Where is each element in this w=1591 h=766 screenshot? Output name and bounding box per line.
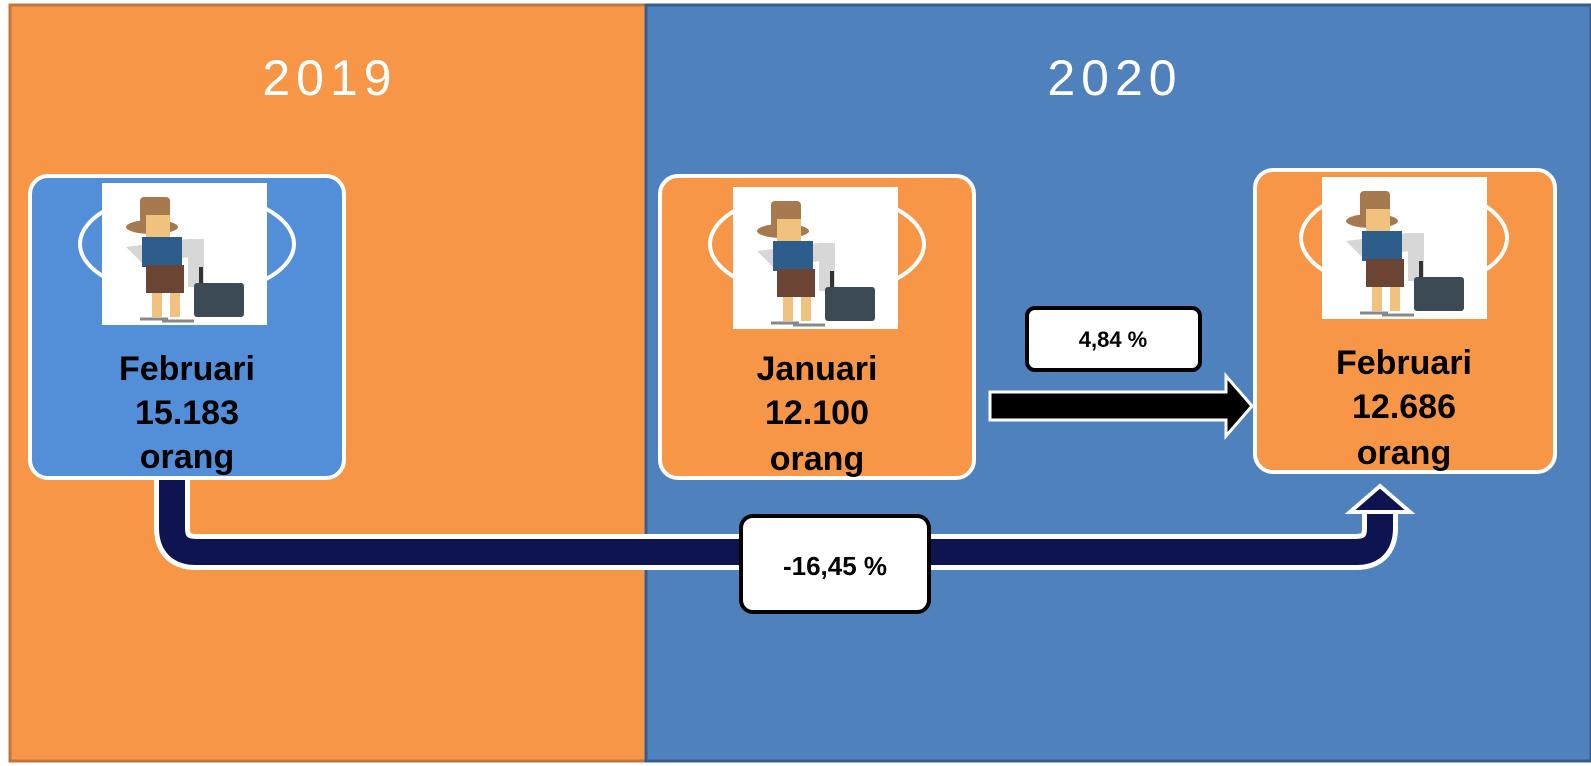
card: Februari 15.183 orang bbox=[28, 174, 346, 480]
month: Februari bbox=[119, 350, 255, 388]
straight-arrow bbox=[988, 371, 1254, 441]
card: Februari 12.686 orang bbox=[1253, 168, 1557, 474]
count: 15.183 bbox=[135, 394, 239, 432]
change-label: 4,84 % bbox=[1079, 327, 1148, 352]
count: 12.686 bbox=[1352, 388, 1456, 426]
month: Januari bbox=[757, 350, 878, 388]
year: 2020 bbox=[1047, 50, 1182, 106]
card: Januari 12.100 orang bbox=[658, 174, 976, 480]
month: Februari bbox=[1336, 344, 1472, 382]
year: 2019 bbox=[262, 50, 397, 106]
change-box bbox=[739, 514, 931, 614]
unit: orang bbox=[770, 440, 864, 478]
count: 12.100 bbox=[765, 394, 869, 432]
unit: orang bbox=[140, 438, 234, 476]
change-box bbox=[1025, 306, 1202, 372]
change-label: -16,45 % bbox=[783, 551, 887, 581]
unit: orang bbox=[1357, 434, 1451, 472]
arrow-head bbox=[1344, 483, 1416, 514]
